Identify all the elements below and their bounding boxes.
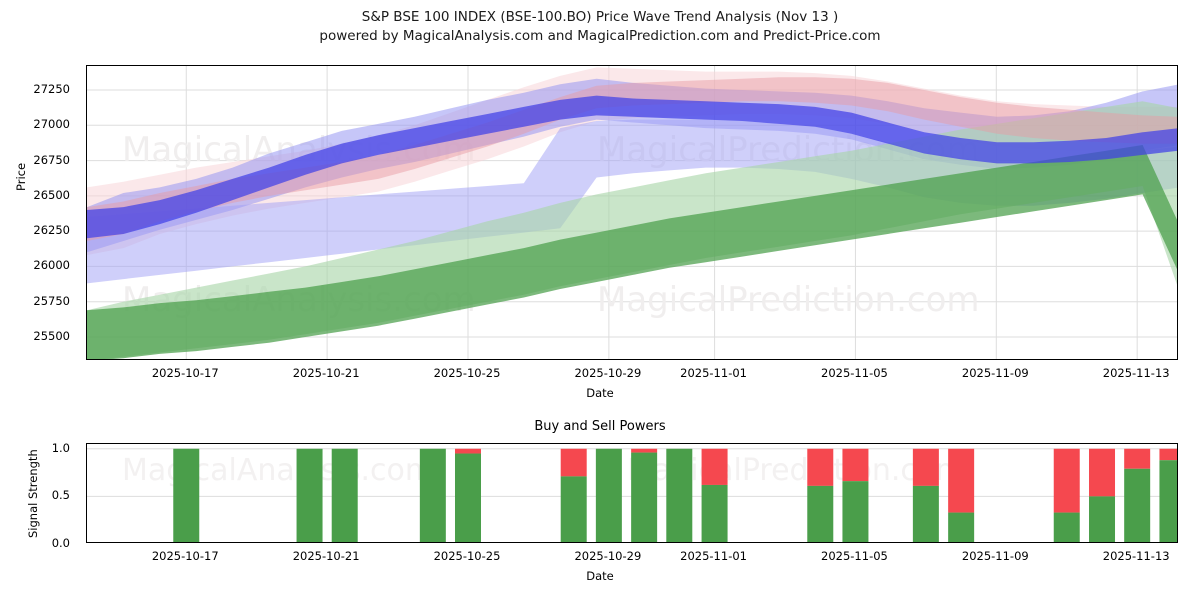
buy-power-bar — [595, 448, 622, 542]
sell-power-bar — [912, 448, 939, 486]
signal-y-tick: 0.5 — [51, 488, 70, 503]
price-band-blue-outer-band — [87, 78, 1177, 253]
buy-power-bar — [948, 512, 975, 542]
title-line-primary: S&P BSE 100 INDEX (BSE-100.BO) Price Wav… — [361, 9, 839, 25]
signal-y-axis-label: Signal Strength — [26, 449, 40, 538]
price-y-tick: 26250 — [33, 223, 70, 238]
buy-power-bar — [807, 485, 834, 542]
sell-power-bar — [560, 448, 587, 477]
price-wave-svg: MagicalAnalysis.comMagicalPrediction.com… — [87, 66, 1177, 359]
sell-power-bar — [1124, 448, 1151, 469]
buy-power-bar — [331, 448, 358, 542]
sell-power-bar — [1159, 448, 1177, 461]
sell-power-bar — [701, 448, 728, 485]
signal-x-tick: 2025-10-17 — [151, 549, 219, 563]
signal-chart-title: Buy and Sell Powers — [534, 419, 666, 434]
sell-power-bar — [454, 448, 481, 454]
sell-power-bar — [948, 448, 975, 513]
signal-plot-area: MagicalAnalysis.com MagicalPrediction.com — [86, 443, 1178, 543]
price-x-tick: 2025-10-29 — [574, 366, 642, 380]
price-x-tick: 2025-11-05 — [821, 366, 888, 380]
buy-power-bar — [1159, 460, 1177, 542]
price-x-tick: 2025-10-17 — [151, 366, 219, 380]
signal-y-tick: 0.0 — [51, 536, 70, 550]
price-x-tick: 2025-10-25 — [433, 366, 501, 380]
signal-x-tick-labels: 2025-10-17 2025-10-21 2025-10-25 2025-10-29… — [86, 549, 1178, 565]
sell-power-bar — [1089, 448, 1116, 497]
buy-power-bar — [1089, 496, 1116, 542]
sell-power-bar — [631, 448, 658, 453]
buy-power-bar — [173, 448, 200, 542]
signal-y-tick: 1.0 — [51, 440, 70, 455]
watermark-text: MagicalAnalysis.com — [122, 453, 434, 488]
price-y-tick: 26500 — [33, 187, 70, 202]
price-y-tick: 26000 — [33, 258, 70, 273]
sell-power-bar — [842, 448, 869, 482]
price-plot-area: MagicalAnalysis.comMagicalPrediction.com… — [86, 65, 1178, 360]
signal-x-axis-label: Date — [586, 569, 614, 583]
signal-x-tick: 2025-10-21 — [292, 549, 360, 563]
signal-x-tick: 2025-10-25 — [433, 549, 501, 563]
price-band-green-core-band — [87, 145, 1177, 359]
title-line-secondary: powered by MagicalAnalysis.com and Magic… — [319, 28, 881, 44]
price-y-axis-label: Price — [14, 162, 28, 191]
price-x-tick: 2025-11-01 — [680, 366, 747, 380]
signal-x-tick: 2025-11-01 — [680, 549, 747, 563]
buy-power-bar — [454, 453, 481, 542]
price-x-tick-labels: 2025-10-17 2025-10-21 2025-10-25 2025-10-29… — [86, 366, 1178, 382]
signal-x-tick: 2025-11-05 — [821, 549, 888, 563]
buy-power-bar — [701, 484, 728, 542]
sell-power-bar — [1053, 448, 1080, 513]
price-x-tick: 2025-10-21 — [292, 366, 360, 380]
price-x-tick: 2025-11-09 — [961, 366, 1029, 380]
signal-y-tick-labels: 0.0 0.5 1.0 — [0, 440, 80, 550]
price-y-tick: 27250 — [33, 81, 70, 96]
buy-sell-bars-svg: MagicalAnalysis.com MagicalPrediction.com — [87, 448, 1177, 542]
watermark-text: MagicalPrediction.com — [597, 280, 980, 320]
page-title: S&P BSE 100 INDEX (BSE-100.BO) Price Wav… — [0, 8, 1200, 46]
price-y-tick: 27000 — [33, 117, 70, 132]
price-band-blue-core-band — [87, 95, 1177, 239]
price-y-tick: 25500 — [33, 329, 70, 343]
buy-power-bar — [912, 485, 939, 542]
price-y-tick: 26750 — [33, 152, 70, 167]
price-x-tick: 2025-11-13 — [1102, 366, 1170, 380]
buy-power-bar — [1053, 512, 1080, 542]
buy-power-bar — [419, 448, 446, 542]
signal-x-tick: 2025-10-29 — [574, 549, 642, 563]
price-y-tick: 25750 — [33, 293, 70, 308]
buy-power-bar — [631, 452, 658, 542]
buy-power-bar — [842, 481, 869, 542]
signal-x-tick: 2025-11-13 — [1102, 549, 1170, 563]
buy-power-bar — [1124, 468, 1151, 542]
signal-x-tick: 2025-11-09 — [961, 549, 1029, 563]
price-x-axis-label: Date — [586, 386, 614, 400]
buy-power-bar — [666, 448, 693, 542]
buy-power-bar — [296, 448, 323, 542]
buy-power-bar — [560, 476, 587, 542]
price-y-tick-labels: 25500 25750 26000 26250 26500 26750 27000 27250 — [0, 65, 80, 360]
sell-power-bar — [807, 448, 834, 486]
